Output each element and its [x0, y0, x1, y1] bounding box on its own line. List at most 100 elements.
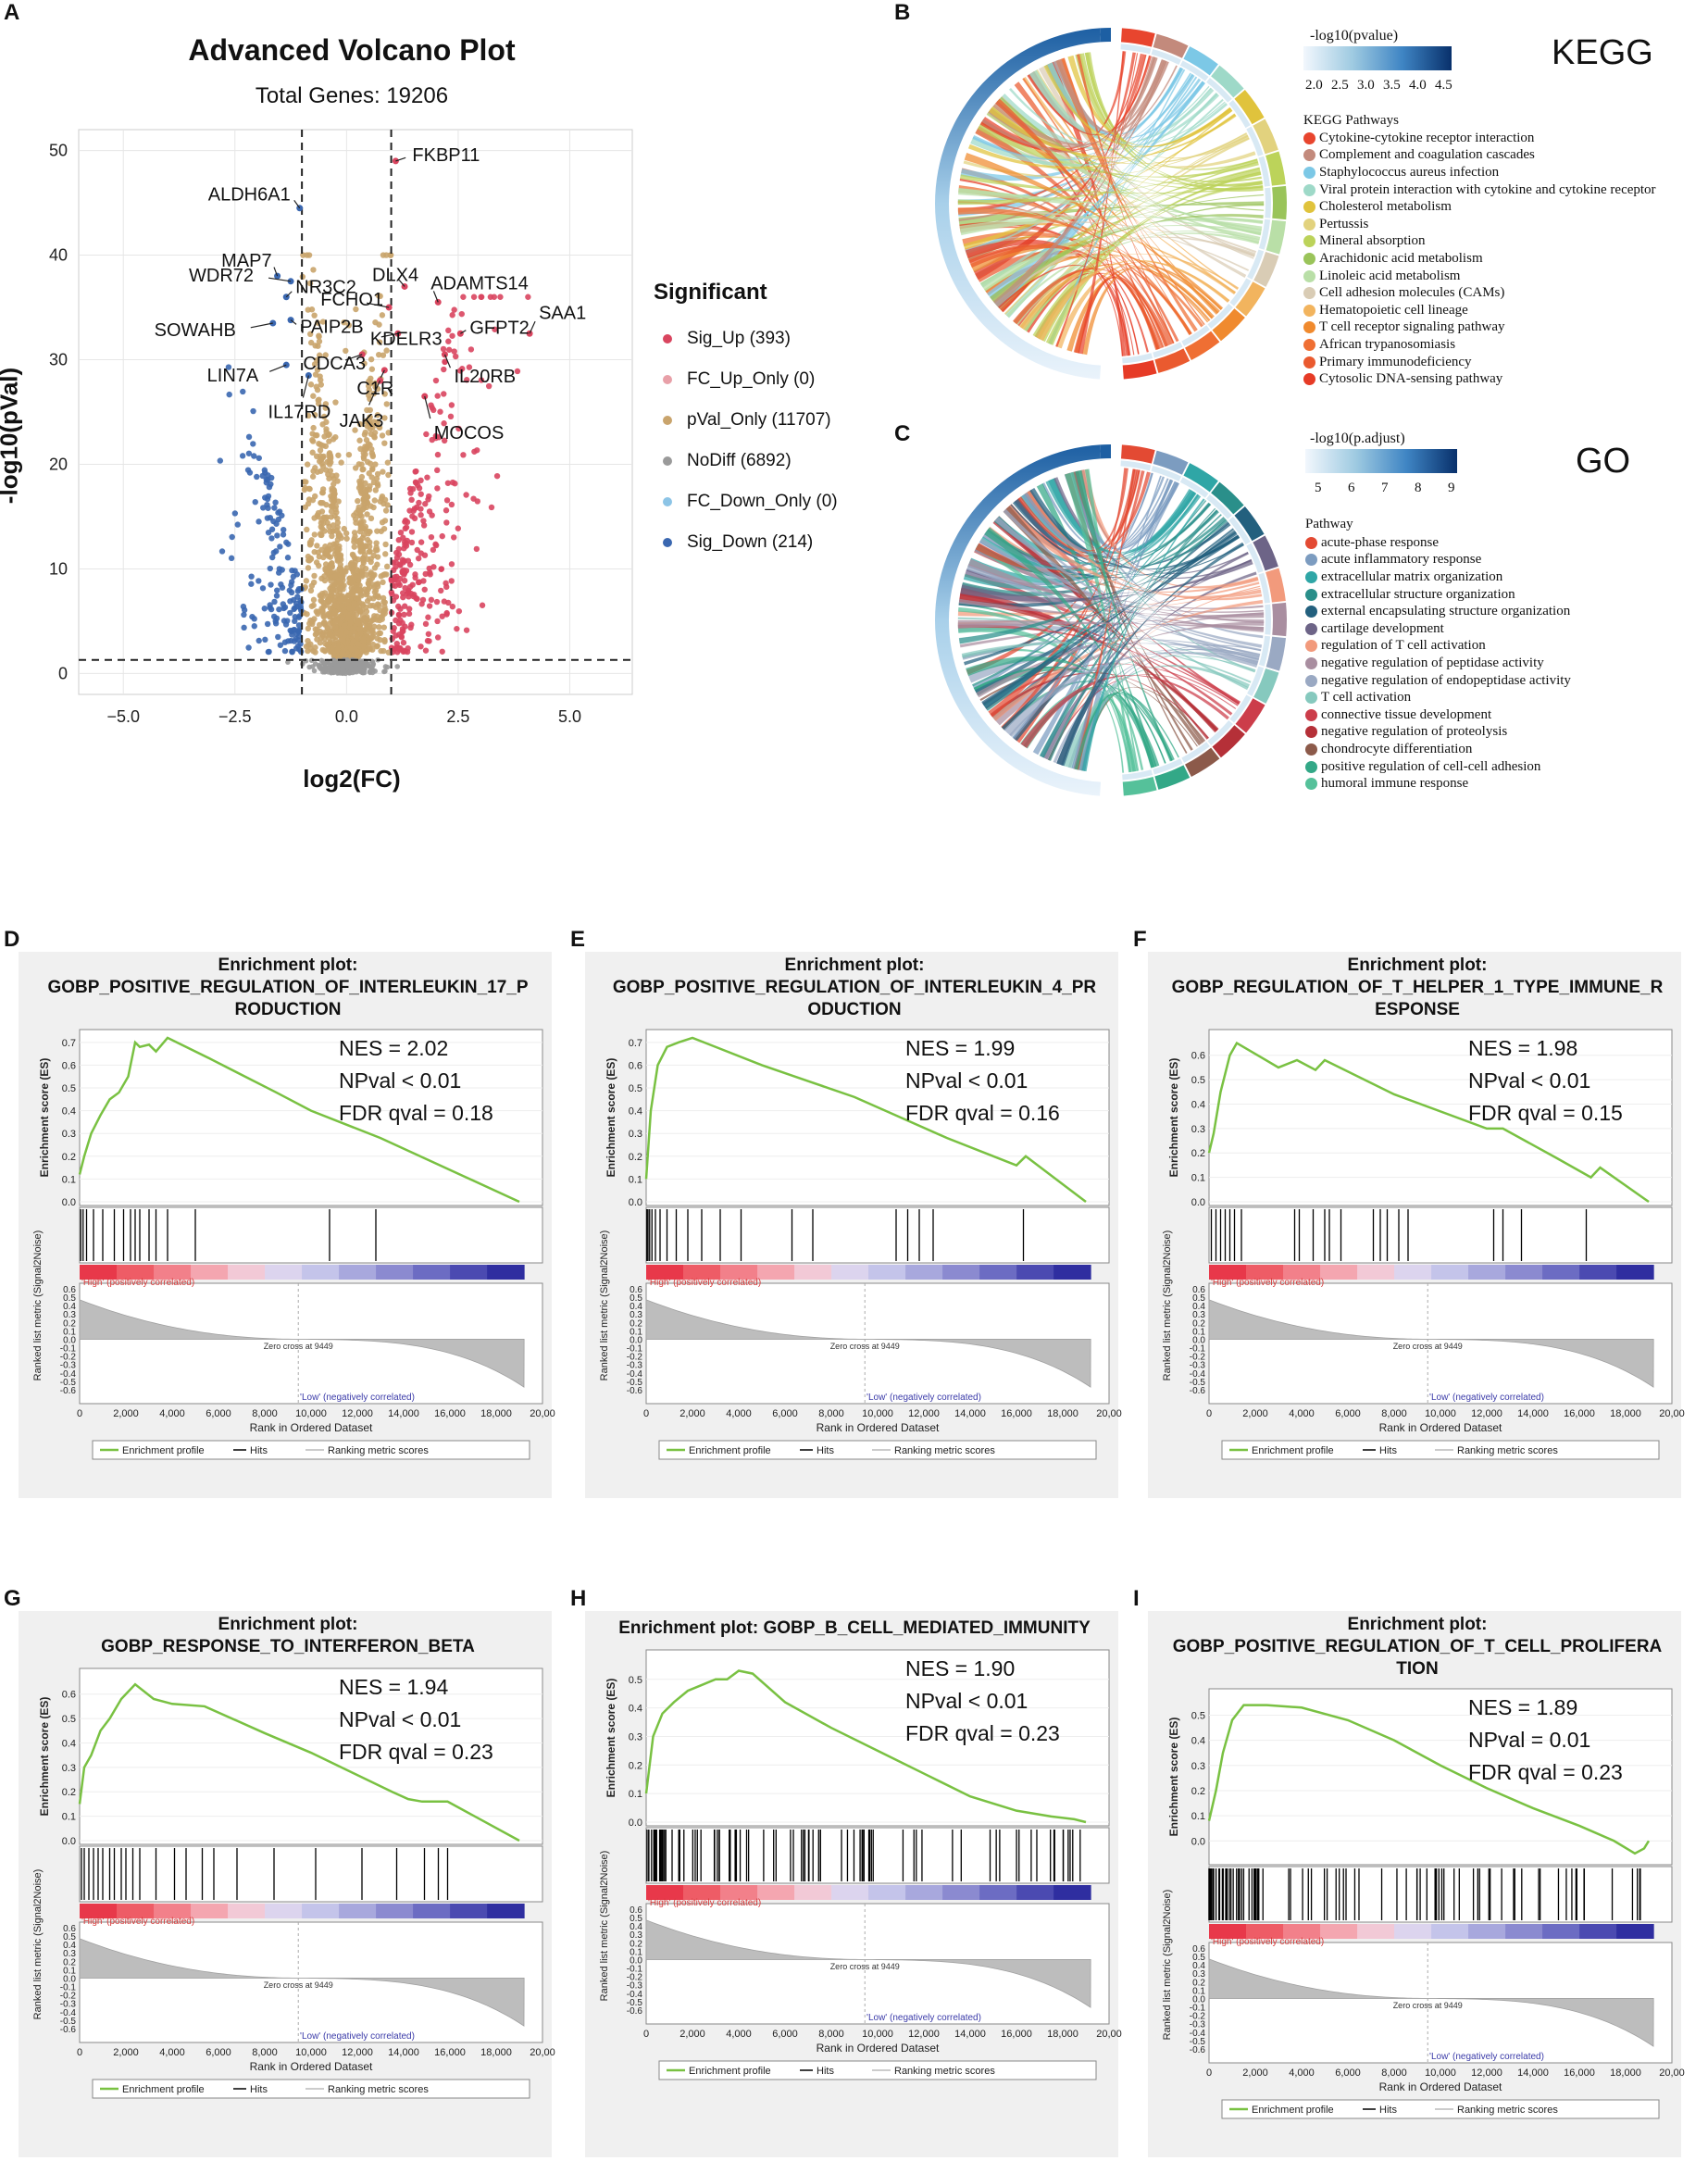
gsea-legend [658, 2060, 1097, 2080]
volcano-point [314, 431, 320, 439]
gsea-es-tick: 0.1 [1191, 1811, 1205, 1822]
chord-inner-ring [1207, 720, 1233, 745]
pathway-legend-label: positive regulation of cell-cell adhesio… [1321, 758, 1541, 774]
volcano-point [324, 624, 331, 631]
gsea-metric-tick: -0.3 [1190, 2020, 1206, 2030]
gsea-rank-colorbar-segment [191, 1265, 229, 1280]
gsea-es-tick: 0.4 [62, 1106, 76, 1118]
volcano-point [407, 590, 415, 597]
gsea-rank-colorbar-segment [1616, 1265, 1654, 1280]
gsea-es-area [645, 1029, 1110, 1206]
volcano-point [265, 472, 271, 479]
volcano-point [396, 581, 404, 589]
volcano-point [343, 568, 349, 575]
gsea-rank-colorbar-segment [646, 1265, 684, 1280]
chord-pathway-arc [1154, 765, 1191, 790]
volcano-point [295, 622, 303, 629]
pathway-legend-label: Cytosolic DNA-sensing pathway [1319, 371, 1503, 387]
volcano-point [367, 539, 373, 545]
volcano-legend-item: Sig_Up (393) [654, 319, 838, 359]
volcano-point [368, 503, 374, 509]
gsea-es-tick: 0.0 [1191, 1836, 1205, 1847]
volcano-point [271, 505, 278, 511]
legend-dot-icon [1305, 588, 1317, 601]
volcano-point [399, 556, 405, 563]
pathway-legend-label: Staphylococcus aureus infection [1319, 164, 1500, 180]
volcano-point [374, 418, 381, 426]
volcano-point [406, 583, 414, 591]
volcano-point [379, 616, 385, 622]
chord-ribbon [1043, 64, 1231, 148]
gsea-metric-tick: -0.2 [1190, 1353, 1206, 1363]
volcano-point [356, 607, 363, 614]
gsea-legend-label: Enrichment profile [689, 1445, 771, 1456]
chord-ribbon [959, 174, 1264, 194]
gsea-enrichment-profile [644, 1669, 1087, 1824]
volcano-point [308, 306, 316, 313]
gsea-x-tick: 2,000 [1242, 2067, 1268, 2079]
gsea-es-tick: 0.6 [62, 1690, 76, 1701]
gsea-x-tick: 4,000 [1289, 1408, 1315, 1419]
volcano-point [445, 346, 453, 353]
gsea-es-tick: 0.3 [1191, 1124, 1205, 1135]
pathway-legend-item: T cell receptor signaling pathway [1303, 319, 1656, 337]
chord-ribbon [979, 538, 1262, 652]
chord-inner-ring [1246, 126, 1264, 156]
chord-ribbon [1055, 261, 1230, 349]
chord-ribbon [963, 531, 1237, 666]
gsea-es-tick: 0.1 [629, 1789, 642, 1800]
volcano-point [478, 377, 485, 383]
gsea-panel-e: E Enrichment plot: GOBP_POSITIVE_REGULATIO… [570, 927, 1122, 1498]
go-colorbar [1305, 449, 1457, 473]
volcano-point [311, 515, 318, 521]
volcano-point [350, 628, 357, 635]
gsea-legend-label: Enrichment profile [689, 2066, 771, 2077]
volcano-point [245, 433, 253, 441]
gsea-x-axis-label: Rank in Ordered Dataset [250, 1421, 373, 1434]
volcano-point [393, 617, 399, 624]
gsea-metric-tick: 0.1 [1192, 1327, 1205, 1337]
volcano-point [310, 267, 317, 273]
legend-dot-icon [663, 334, 672, 344]
legend-dot-icon [1303, 304, 1315, 317]
gsea-title: Enrichment plot: [1348, 956, 1488, 975]
gsea-metric-tick: 0.5 [630, 1914, 642, 1924]
volcano-point [460, 294, 467, 300]
volcano-point [373, 544, 380, 551]
gsea-hits-area [645, 1827, 1110, 1884]
volcano-point [376, 630, 382, 637]
volcano-legend: Significant Sig_Up (393) FC_Up_Only (0) pV… [654, 280, 838, 563]
gsea-x-tick: 6,000 [206, 1408, 231, 1419]
pathway-legend-item: Linoleic acid metabolism [1303, 268, 1656, 285]
gsea-legend-label: Ranking metric scores [894, 2066, 995, 2077]
pathway-legend-item: Primary immunodeficiency [1303, 354, 1656, 371]
volcano-point [337, 596, 344, 603]
chord-ribbon [1080, 687, 1206, 771]
gsea-rank-colorbar-segment [1542, 1924, 1580, 1939]
kegg-colorbar-title: -log10(pvalue) [1310, 28, 1399, 44]
volcano-point [448, 501, 455, 508]
volcano-point [366, 420, 373, 427]
gsea-background [1148, 1611, 1681, 2157]
volcano-label-leader [269, 364, 287, 372]
gsea-enrichment-profile [1207, 1704, 1651, 1855]
gsea-metric-tick: 0.3 [63, 1949, 76, 1959]
gsea-rank-colorbar-segment [339, 1265, 377, 1280]
gsea-legend-label: Enrichment profile [122, 2084, 205, 2095]
gsea-metric-tick: -0.1 [1190, 2004, 1206, 2014]
gsea-stat: NES = 1.94 [339, 1675, 448, 1699]
pathway-legend-label: T cell activation [1321, 690, 1412, 706]
volcano-point [328, 508, 335, 515]
volcano-point [443, 519, 450, 526]
chord-ribbon [1005, 231, 1260, 318]
colorbar-tick-label: 5 [1315, 481, 1322, 495]
chord-ribbon [1045, 171, 1262, 346]
volcano-point [314, 367, 321, 373]
panel-letter: I [1133, 1586, 1140, 1611]
gsea-metric-tick: -0.4 [60, 1369, 77, 1380]
volcano-point [316, 562, 322, 569]
volcano-point [241, 611, 247, 618]
chord-inner-ring [1229, 278, 1252, 306]
gsea-rank-colorbar-segment [302, 1265, 340, 1280]
volcano-point [374, 593, 381, 599]
